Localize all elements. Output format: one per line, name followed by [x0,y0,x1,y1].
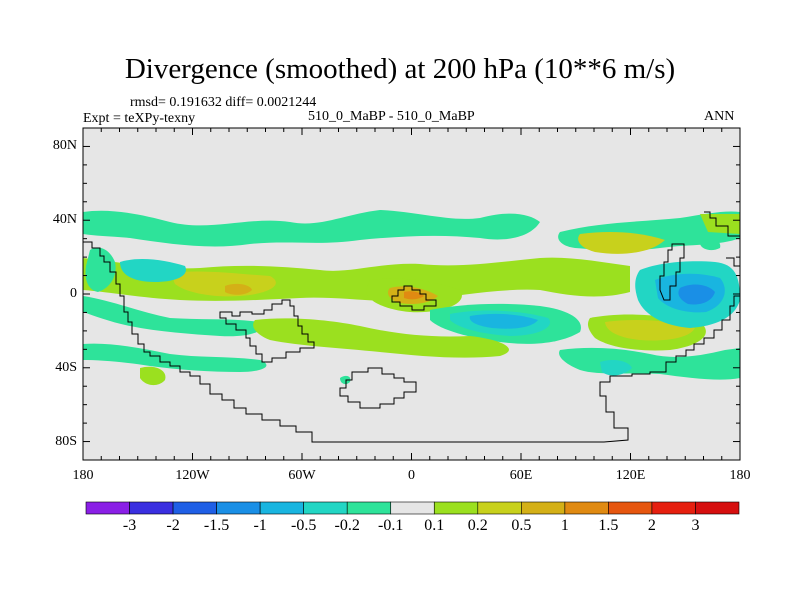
coastline-americas [83,241,740,443]
colorbar-swatch [695,501,740,515]
colorbar-label: 1 [560,517,569,534]
coastline-east-2 [704,211,740,237]
colorbar-swatch [172,501,217,515]
stats-label: rmsd= 0.191632 diff= 0.0021244 [130,95,317,110]
lon-tick-label: 60E [509,468,533,483]
coastline-africa-fragment [391,285,437,311]
colorbar-swatch [129,501,174,515]
colorbar-label: -0.1 [378,517,404,534]
colorbar-swatch [346,501,392,515]
colorbar-swatch [651,501,696,515]
colorbar-swatch [477,501,522,515]
field-region [83,210,540,247]
lon-tick-label: 60W [288,468,316,483]
colorbar-label: -3 [122,517,137,534]
lon-tick-label: 0 [408,468,415,483]
coastline-australia [219,299,315,363]
lat-tick-label: 40S [55,359,77,375]
colorbar-label: 0.5 [511,517,532,534]
colorbar-swatch [390,501,435,515]
field-region [678,284,715,305]
field-region [700,237,721,251]
colorbar-label: -1 [253,517,267,534]
coastline-east-3 [726,257,740,267]
subtitle-label: 510_0_MaBP - 510_0_MaBP [308,109,475,124]
field-region [605,320,695,341]
coastline-east [659,243,685,301]
field-region [578,232,665,254]
field-region [404,291,424,300]
field-region [85,247,116,292]
coastline-antarctic-fragment [339,367,417,409]
divergence-field [83,210,740,386]
coastlines [83,211,740,443]
field-region [120,259,186,282]
colorbar-swatch [303,501,348,515]
field-region [225,283,252,295]
field-region [469,313,538,329]
colorbar-swatch [608,501,653,515]
field-region [700,214,740,234]
experiment-label: Expt = teXPy-texny [83,111,196,126]
colorbar-label: 3 [691,517,700,534]
lat-tick-label: 0 [70,286,77,301]
field-region [340,375,351,385]
colorbar-label: -0.2 [334,517,360,534]
lat-tick-label: 80N [52,138,77,154]
lon-tick-label: 180 [72,468,94,483]
colorbar-swatch [216,501,261,515]
season-label: ANN [704,109,735,124]
colorbar-swatch [85,501,130,515]
colorbar [85,501,740,515]
field-region [600,360,632,376]
lon-tick-label: 180 [729,468,751,483]
plot-title: Divergence (smoothed) at 200 hPa (10**6 … [124,53,676,85]
lat-tick-label: 80S [55,433,77,449]
field-region [253,318,509,358]
lon-tick-label: 120E [615,468,646,483]
lat-tick-label: 40N [52,212,77,228]
colorbar-label: 1.5 [598,517,619,534]
colorbar-label: -1.5 [203,517,230,534]
lon-tick-label: 120W [175,468,210,483]
field-region [83,296,263,337]
colorbar-label: 0.2 [467,517,488,534]
colorbar-label: -2 [166,517,180,534]
colorbar-swatch [259,501,304,515]
colorbar-swatch [521,501,566,515]
colorbar-label: -0.5 [290,517,317,534]
field-region [83,343,267,372]
field-region [140,366,166,386]
colorbar-swatch [564,501,609,515]
colorbar-swatch [433,501,479,515]
axis-ticks [82,128,741,460]
colorbar-label: 2 [647,517,656,534]
colorbar-label: 0.1 [424,517,445,534]
